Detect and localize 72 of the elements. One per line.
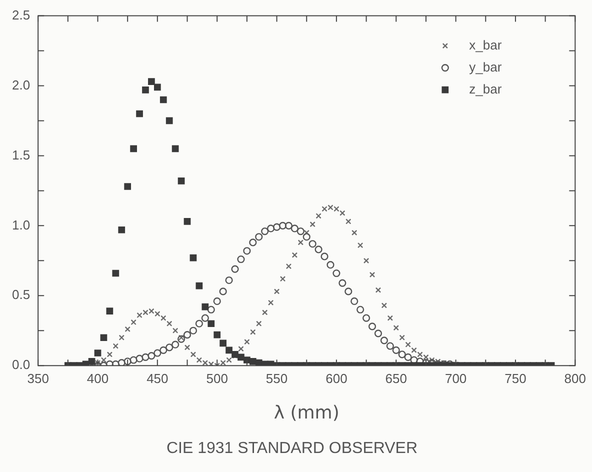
point <box>320 252 328 260</box>
x-tick-label: 450 <box>146 370 168 386</box>
point <box>142 353 150 362</box>
point <box>302 233 310 241</box>
point <box>398 350 406 358</box>
point <box>338 279 346 287</box>
point <box>124 358 132 366</box>
point <box>290 224 298 232</box>
point <box>296 227 304 236</box>
point <box>249 238 257 246</box>
point <box>207 306 215 314</box>
point <box>356 306 364 314</box>
y-tick-label: 0.5 <box>12 287 30 302</box>
point <box>326 261 334 269</box>
x-tick-label: 550 <box>266 370 288 386</box>
point <box>308 240 316 248</box>
x-tick-label: 650 <box>385 370 407 386</box>
point <box>148 352 156 360</box>
x-tick-label: 350 <box>27 370 49 386</box>
x-tick-label: 500 <box>206 370 228 386</box>
point <box>160 346 168 354</box>
point <box>231 265 239 273</box>
point <box>118 359 126 366</box>
point <box>183 331 192 339</box>
point <box>261 227 269 236</box>
point <box>136 354 144 362</box>
point <box>172 340 180 348</box>
point <box>106 360 114 366</box>
y-tick-label: 1.5 <box>12 147 30 162</box>
point <box>314 246 322 254</box>
point <box>112 360 120 366</box>
point <box>392 346 400 354</box>
legend-label: y_bar <box>469 59 502 74</box>
point <box>350 297 358 306</box>
point <box>386 342 394 350</box>
y-tick-label: 2.5 <box>12 7 30 22</box>
point <box>237 255 245 264</box>
point <box>219 288 227 296</box>
point <box>201 314 209 322</box>
y-tick-label: 0.0 <box>12 357 30 372</box>
point <box>374 330 382 338</box>
text: CIE 1931 STANDARD OBSERVER <box>166 440 418 457</box>
point <box>189 326 198 334</box>
point <box>404 353 412 362</box>
legend-label: x_bar <box>469 37 502 52</box>
legend-label: z_bar <box>469 81 502 96</box>
y-tick-label: 2.0 <box>12 77 30 92</box>
point <box>225 276 233 284</box>
point <box>195 320 203 328</box>
point <box>368 322 376 330</box>
x-tick-label: 750 <box>504 370 526 386</box>
x-tick-label: 600 <box>326 370 348 386</box>
y-tick-label: 1.0 <box>12 217 30 232</box>
point <box>267 224 275 232</box>
point <box>255 233 263 241</box>
point <box>243 247 251 255</box>
point <box>213 297 221 306</box>
x-axis-title: λ (mm) <box>274 402 340 424</box>
point <box>332 269 340 278</box>
x-tick-label: 800 <box>564 370 586 386</box>
point <box>272 223 281 231</box>
point <box>380 336 388 344</box>
point <box>278 222 287 230</box>
point <box>284 222 293 230</box>
point <box>130 356 138 364</box>
point <box>166 344 174 352</box>
x-tick-label: 700 <box>444 370 467 386</box>
point <box>177 335 186 343</box>
x-tick-label: 400 <box>86 370 109 386</box>
point <box>362 314 370 322</box>
point <box>344 288 352 296</box>
point <box>154 349 162 357</box>
